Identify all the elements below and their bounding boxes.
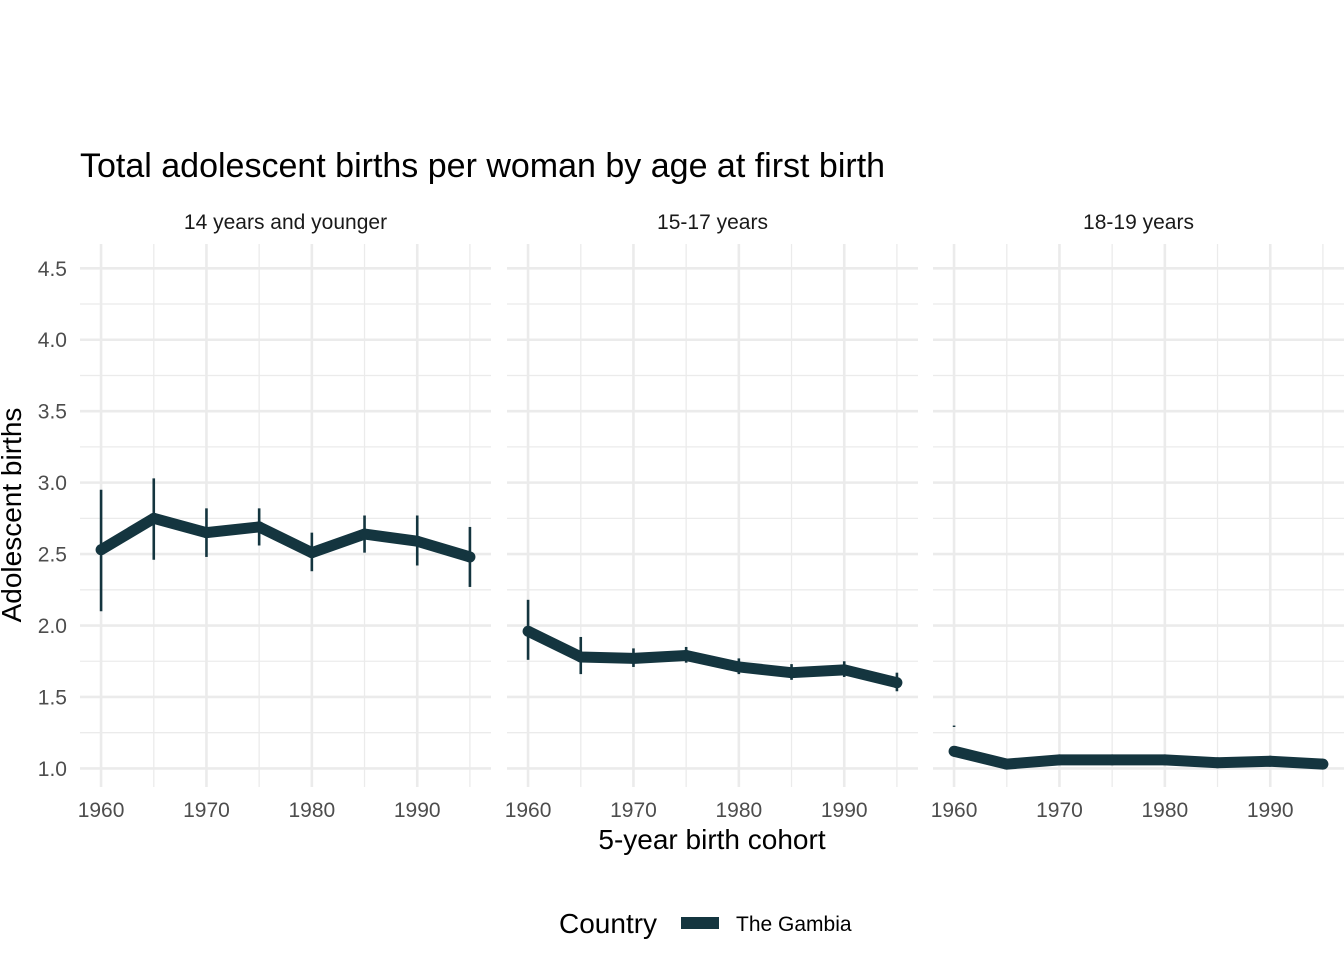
y-tick-label: 1.5 bbox=[38, 686, 67, 709]
data-point bbox=[680, 650, 692, 662]
x-tick-label: 1980 bbox=[715, 799, 762, 822]
data-point bbox=[359, 528, 371, 540]
legend: Country The Gambia bbox=[559, 908, 852, 939]
series-line bbox=[525, 626, 899, 689]
panel-strip-label: 18-19 years bbox=[1083, 211, 1194, 234]
panel-strip-label: 14 years and younger bbox=[184, 211, 387, 234]
data-point bbox=[1264, 755, 1276, 767]
x-tick-label: 1960 bbox=[78, 799, 125, 822]
x-tick-label: 1970 bbox=[183, 799, 230, 822]
data-point bbox=[627, 652, 639, 664]
legend-key bbox=[681, 917, 719, 929]
x-tick-label: 1980 bbox=[288, 799, 335, 822]
y-tick-label: 2.5 bbox=[38, 544, 67, 567]
series-line bbox=[98, 512, 472, 563]
series-line bbox=[952, 745, 1324, 770]
data-point bbox=[1212, 757, 1224, 769]
legend-label: The Gambia bbox=[736, 913, 852, 936]
data-point bbox=[1106, 754, 1118, 766]
y-tick-label: 3.5 bbox=[38, 401, 67, 424]
data-point bbox=[891, 677, 903, 689]
data-point bbox=[1159, 754, 1171, 766]
panel-strip-label: 15-17 years bbox=[657, 211, 768, 234]
panel-1: 14 years and younger 1960 1970 1980 1990 1.0 1… bbox=[38, 211, 491, 822]
x-tick-label: 1970 bbox=[610, 799, 657, 822]
y-tick-label: 4.5 bbox=[38, 258, 67, 281]
chart-title: Total adolescent births per woman by age… bbox=[80, 147, 885, 185]
x-tick-label: 1990 bbox=[821, 799, 868, 822]
y-axis-title: Adolescent births bbox=[0, 408, 27, 623]
data-point bbox=[148, 512, 160, 524]
panel-2: 15-17 years 1960 1970 1980 1990 bbox=[505, 211, 918, 822]
x-tick-label: 1990 bbox=[1247, 799, 1294, 822]
panel-3: 18-19 years 1960 1970 1980 1990 bbox=[931, 211, 1344, 822]
data-point bbox=[464, 551, 476, 563]
data-point bbox=[306, 547, 318, 559]
data-point bbox=[1053, 754, 1065, 766]
x-tick-label: 1960 bbox=[505, 799, 552, 822]
data-point bbox=[411, 535, 423, 547]
y-tick-label: 1.0 bbox=[38, 758, 67, 781]
x-tick-label: 1980 bbox=[1141, 799, 1188, 822]
data-point bbox=[200, 527, 212, 539]
data-point bbox=[733, 661, 745, 673]
x-axis-title: 5-year birth cohort bbox=[598, 824, 825, 855]
data-point bbox=[838, 664, 850, 676]
legend-title: Country bbox=[559, 908, 657, 939]
data-point bbox=[1001, 758, 1013, 770]
data-point bbox=[948, 745, 960, 757]
data-point bbox=[522, 625, 534, 637]
panels: 14 years and younger 1960 1970 1980 1990 1.0 1… bbox=[38, 211, 1344, 822]
data-point bbox=[253, 521, 265, 533]
y-tick-label: 2.0 bbox=[38, 615, 67, 638]
x-tick-label: 1990 bbox=[394, 799, 441, 822]
data-point bbox=[95, 544, 107, 556]
y-tick-label: 3.0 bbox=[38, 472, 67, 495]
data-point bbox=[786, 667, 798, 679]
y-tick-label: 4.0 bbox=[38, 329, 67, 352]
data-point bbox=[575, 651, 587, 663]
x-tick-label: 1960 bbox=[931, 799, 978, 822]
data-point bbox=[1317, 758, 1329, 770]
x-tick-label: 1970 bbox=[1036, 799, 1083, 822]
